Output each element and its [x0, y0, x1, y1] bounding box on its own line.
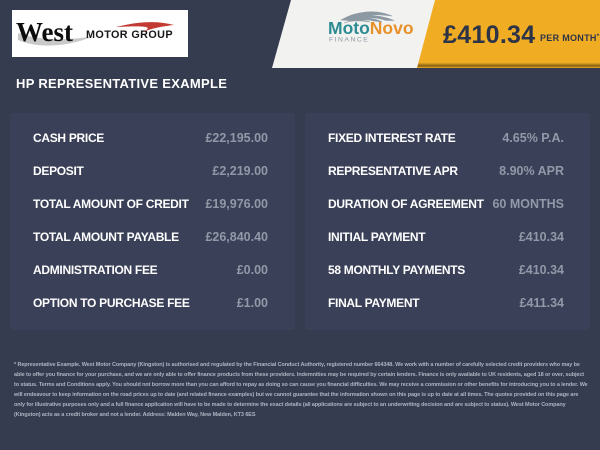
svg-text:FINANCE: FINANCE [329, 37, 369, 43]
svg-text:West: West [16, 17, 73, 47]
svg-text:MotoNovo: MotoNovo [328, 18, 414, 38]
svg-text:MOTOR GROUP: MOTOR GROUP [86, 29, 173, 41]
